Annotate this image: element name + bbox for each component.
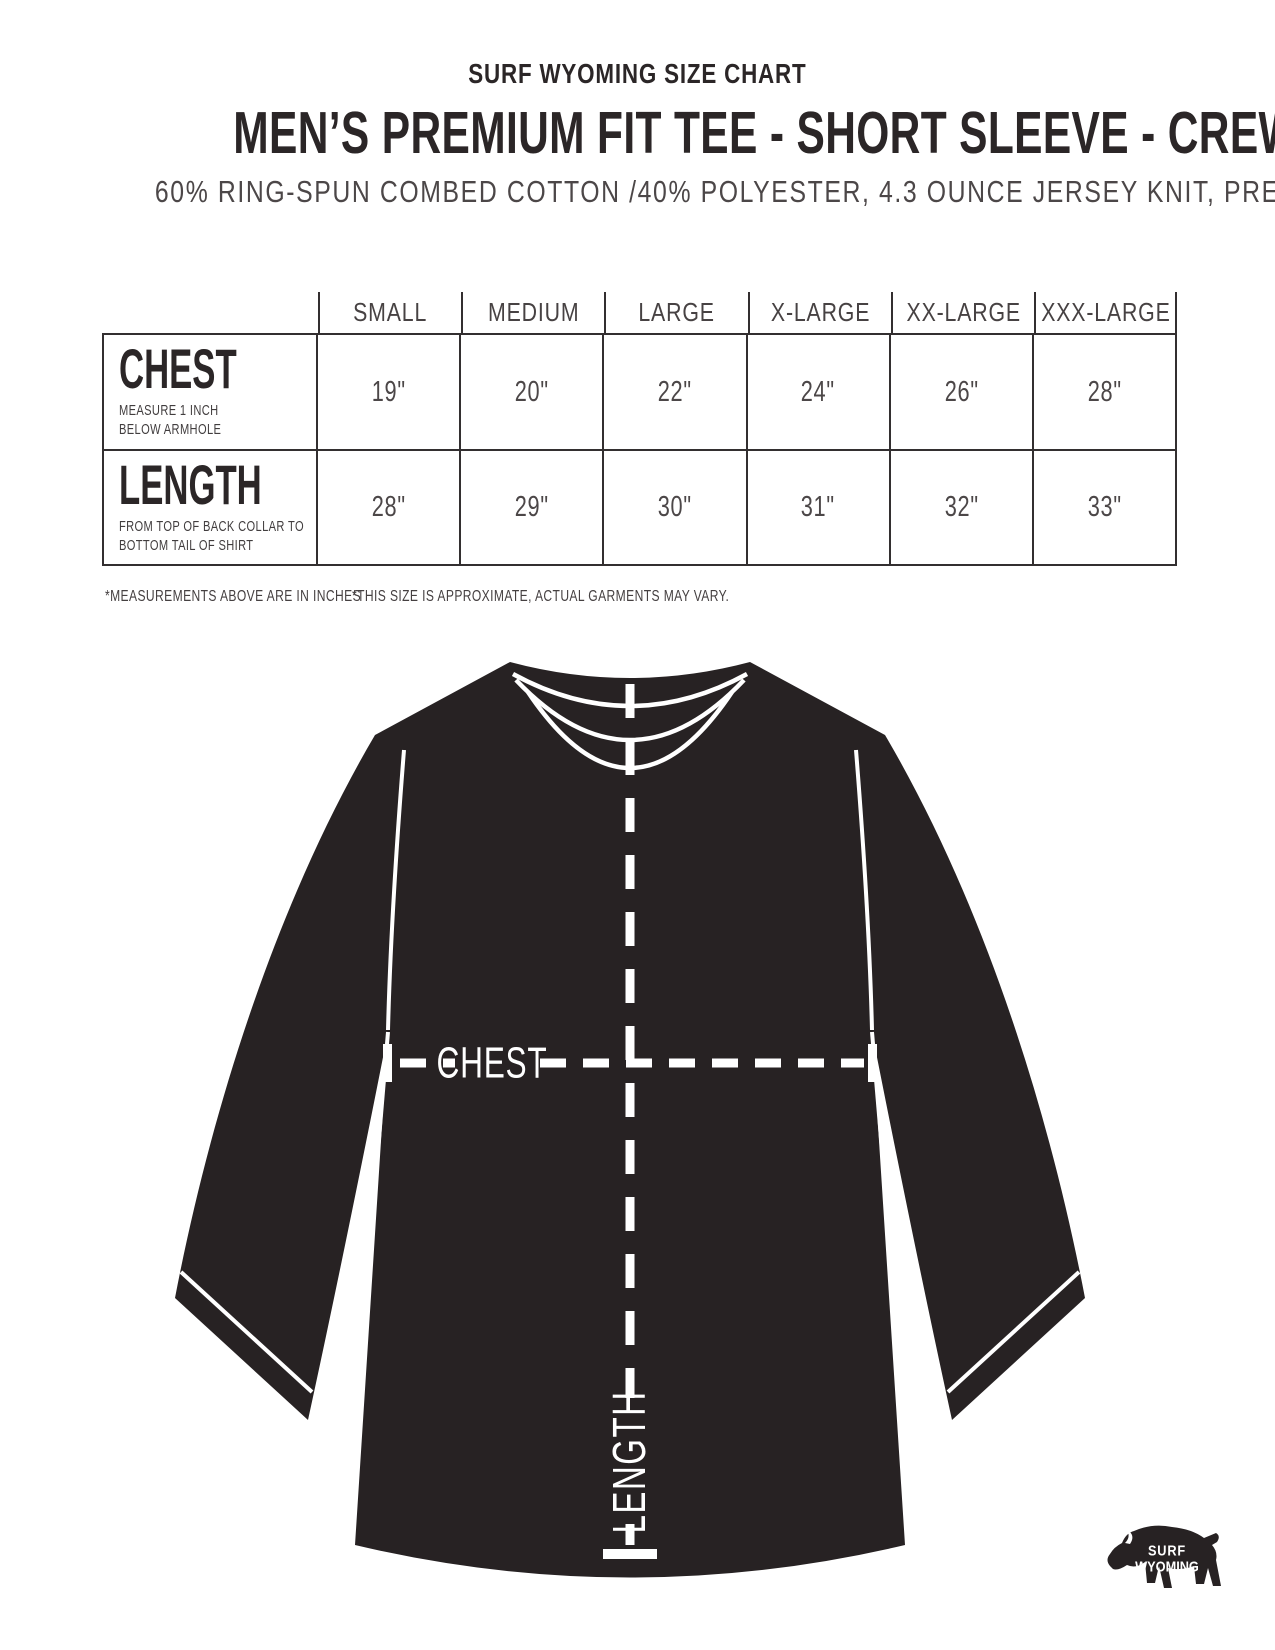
size-value: 32" bbox=[944, 491, 979, 523]
footnote-units: *MEASUREMENTS ABOVE ARE IN INCHES bbox=[105, 588, 433, 606]
footnote-text: *THIS SIZE IS APPROXIMATE, ACTUAL GARMEN… bbox=[352, 588, 730, 605]
logo-text-line2: WYOMING bbox=[1135, 1557, 1199, 1574]
size-value: 28" bbox=[371, 491, 406, 523]
size-value: 26" bbox=[944, 375, 979, 408]
size-col-header-medium: MEDIUM bbox=[461, 292, 604, 333]
surf-wyoming-logo: SURF WYOMING bbox=[1107, 1525, 1221, 1588]
size-col-header-label: SMALL bbox=[353, 297, 428, 327]
right-sleeve-seam bbox=[854, 749, 874, 1031]
chest-value-large: 22" bbox=[604, 333, 748, 451]
chest-value-xx-large: 26" bbox=[890, 333, 1034, 451]
collar-front-neckline bbox=[514, 678, 746, 743]
size-col-header-x-large: X-LARGE bbox=[747, 292, 891, 333]
size-col-header-label: XX-LARGE bbox=[906, 297, 1021, 327]
caption-line: BELOW ARMHOLE bbox=[119, 421, 222, 439]
caption-line: MEASURE 1 INCH bbox=[119, 402, 219, 420]
tshirt-diagram: LENGTH CHEST SURF WYOMING bbox=[175, 660, 1221, 1588]
size-table: SMALL MEDIUM LARGE X-LARGE XX-LARGE XXX-… bbox=[102, 292, 1178, 566]
row-label-caption: FROM TOP OF BACK COLLAR TO BOTTOM TAIL O… bbox=[119, 518, 316, 556]
bison-horn bbox=[1125, 1530, 1133, 1544]
logo-text-line1: SURF bbox=[1148, 1541, 1186, 1558]
size-col-header-label: LARGE bbox=[638, 297, 716, 327]
size-col-header-xx-large: XX-LARGE bbox=[890, 292, 1034, 333]
table-corner-cell bbox=[102, 292, 318, 333]
size-col-header-label: XXX-LARGE bbox=[1040, 297, 1171, 327]
right-cuff-hem bbox=[946, 1270, 1081, 1394]
size-col-header-label: MEDIUM bbox=[488, 297, 580, 327]
size-value: 33" bbox=[1087, 491, 1122, 523]
page-subtitle: 60% RING-SPUN COMBED COTTON /40% POLYEST… bbox=[0, 174, 1275, 210]
row-label-chest: CHEST MEASURE 1 INCH BELOW ARMHOLE bbox=[102, 333, 318, 451]
chest-line-right-cap bbox=[868, 1044, 877, 1082]
length-value-xxx-large: 33" bbox=[1033, 451, 1178, 566]
caption-line: BOTTOM TAIL OF SHIRT bbox=[119, 536, 254, 554]
size-value: 29" bbox=[514, 491, 549, 523]
size-value: 19" bbox=[371, 375, 406, 408]
page-eyebrow-text: SURF WYOMING SIZE CHART bbox=[468, 58, 807, 89]
length-value-small: 28" bbox=[318, 451, 462, 566]
chest-value-xxx-large: 28" bbox=[1033, 333, 1178, 451]
footnote-text: *MEASUREMENTS ABOVE ARE IN INCHES bbox=[105, 588, 362, 605]
chest-value-medium: 20" bbox=[461, 333, 605, 451]
bison-icon bbox=[1107, 1525, 1221, 1588]
page-title-text: MEN’S PREMIUM FIT TEE - SHORT SLEEVE - C… bbox=[233, 100, 1275, 166]
length-line-top-cap bbox=[603, 660, 657, 670]
chest-label: CHEST bbox=[437, 1038, 548, 1087]
left-sleeve-seam bbox=[386, 749, 406, 1031]
page-subtitle-text: 60% RING-SPUN COMBED COTTON /40% POLYEST… bbox=[154, 174, 1275, 209]
length-value-xx-large: 32" bbox=[890, 451, 1034, 566]
row-label-title-text: CHEST bbox=[119, 337, 237, 401]
size-value: 20" bbox=[514, 375, 549, 408]
tshirt-silhouette bbox=[175, 662, 1085, 1578]
page-eyebrow: SURF WYOMING SIZE CHART bbox=[0, 58, 1275, 90]
left-cuff-hem bbox=[179, 1270, 314, 1394]
length-value-large: 30" bbox=[604, 451, 748, 566]
size-col-header-label: X-LARGE bbox=[770, 297, 870, 327]
row-label-length: LENGTH FROM TOP OF BACK COLLAR TO BOTTOM… bbox=[102, 451, 318, 566]
size-value: 22" bbox=[657, 375, 693, 408]
length-label: LENGTH bbox=[605, 1391, 655, 1534]
chest-value-x-large: 24" bbox=[747, 333, 891, 451]
row-label-caption: MEASURE 1 INCH BELOW ARMHOLE bbox=[119, 402, 316, 440]
row-label-title-text: LENGTH bbox=[119, 452, 262, 516]
size-col-header-large: LARGE bbox=[604, 292, 747, 333]
length-value-x-large: 31" bbox=[747, 451, 891, 566]
chest-line-left-cap bbox=[383, 1044, 392, 1082]
length-value-medium: 29" bbox=[461, 451, 605, 566]
footnote-approximate: *THIS SIZE IS APPROXIMATE, ACTUAL GARMEN… bbox=[352, 588, 836, 606]
length-line-bottom-cap bbox=[603, 1549, 657, 1559]
caption-line: FROM TOP OF BACK COLLAR TO bbox=[119, 517, 305, 535]
size-col-header-xxx-large: XXX-LARGE bbox=[1033, 292, 1178, 333]
size-col-header-small: SMALL bbox=[318, 292, 461, 333]
size-value: 30" bbox=[657, 491, 693, 523]
page-title: MEN’S PREMIUM FIT TEE - SHORT SLEEVE - C… bbox=[0, 99, 1275, 167]
size-value: 28" bbox=[1087, 375, 1122, 408]
row-label-title: LENGTH bbox=[119, 452, 316, 516]
chest-value-small: 19" bbox=[318, 333, 462, 451]
size-value: 31" bbox=[801, 491, 836, 523]
size-value: 24" bbox=[801, 375, 836, 408]
row-label-title: CHEST bbox=[119, 337, 316, 401]
